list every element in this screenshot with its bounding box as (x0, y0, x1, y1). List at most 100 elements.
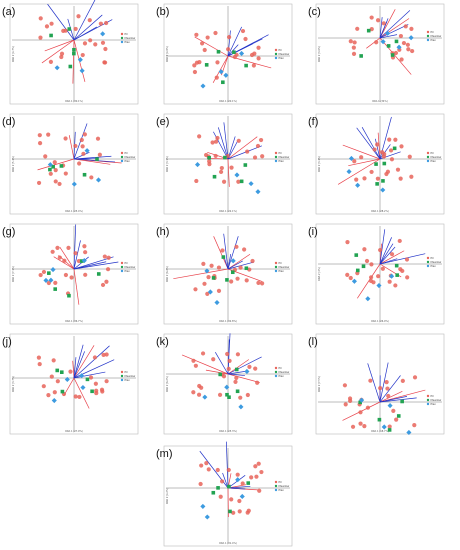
sample-point-group1 (387, 424, 392, 429)
sample-point-group1 (219, 165, 224, 171)
sample-point-group2 (227, 395, 231, 399)
legend-marker (426, 260, 430, 264)
taxa-loading-arrow (73, 357, 77, 379)
sample-point-group1 (226, 47, 231, 52)
legend-label: Meadow (279, 155, 291, 159)
sample-point-group1 (62, 258, 67, 263)
taxa-loading-arrow (227, 236, 239, 270)
env-loading-arrow (213, 236, 229, 270)
legend-marker (120, 378, 124, 382)
taxa-loading-arrow (73, 14, 103, 41)
sample-point-group3 (218, 69, 224, 75)
sample-point-group1 (216, 265, 222, 270)
sample-point-group2 (390, 53, 395, 57)
legend-label: Plan (279, 488, 285, 492)
sample-point-group1 (378, 247, 383, 253)
sample-point-group2 (227, 484, 231, 489)
sample-point-group1 (52, 160, 57, 165)
sample-point-group2 (207, 156, 211, 160)
taxa-loading-arrow (225, 441, 229, 489)
env-loading-arrow (379, 389, 426, 403)
x-axis-title: RDA 1 (31.4%) (219, 542, 237, 545)
x-axis-title: RDA 1 (25.3%) (219, 430, 237, 433)
sample-point-group1 (369, 169, 374, 175)
sample-point-group1 (48, 59, 54, 64)
env-loading-arrow (72, 360, 75, 379)
sample-point-group1 (201, 261, 206, 266)
sample-point-group1 (79, 137, 84, 143)
env-loading-arrow (181, 354, 229, 375)
sample-point-group1 (63, 171, 68, 176)
taxa-loading-arrow (227, 260, 243, 270)
sample-point-group2 (59, 370, 64, 374)
sample-point-group1 (348, 275, 353, 281)
sample-point-group1 (345, 272, 350, 277)
taxa-loading-arrow (227, 26, 242, 57)
panel-letter: (k) (156, 336, 169, 348)
taxa-loading-arrow (227, 356, 262, 375)
taxa-loading-arrow (73, 151, 90, 160)
sample-point-group2 (72, 51, 76, 56)
taxa-loading-arrow (73, 261, 107, 270)
sample-point-group2 (232, 50, 236, 55)
sample-point-group1 (372, 147, 377, 152)
sample-point-group1 (68, 369, 73, 374)
sample-point-group1 (191, 390, 196, 395)
sample-point-group1 (380, 150, 385, 155)
sample-point-group1 (102, 60, 107, 65)
env-loading-arrow (73, 345, 95, 379)
sample-point-group1 (215, 467, 220, 473)
sample-point-group1 (49, 374, 54, 379)
legend-marker (274, 370, 278, 374)
sample-point-group2 (361, 264, 366, 269)
sample-point-group1 (199, 463, 204, 468)
sample-point-group1 (80, 144, 85, 149)
sample-point-group2 (377, 417, 382, 422)
legend-marker (426, 394, 430, 398)
sample-point-group2 (82, 172, 87, 177)
sample-point-group1 (105, 267, 111, 272)
sample-point-group1 (412, 422, 417, 428)
sample-point-group1 (410, 48, 415, 54)
sample-point-group1 (351, 45, 356, 50)
panel-letter: (d) (2, 116, 15, 128)
sample-point-group1 (362, 176, 367, 181)
taxa-loading-arrow (379, 396, 408, 403)
sample-point-group1 (240, 481, 245, 486)
legend-marker (120, 370, 124, 374)
taxa-loading-arrow (379, 229, 386, 265)
sample-point-group1 (57, 255, 62, 260)
sample-point-group2 (355, 268, 360, 273)
y-axis-title: RDA 2 (4.8%) (166, 46, 169, 62)
sample-point-group3 (381, 424, 387, 430)
sample-point-group2 (228, 509, 232, 514)
sample-point-group1 (348, 39, 353, 44)
panel-letter: (e) (156, 116, 169, 128)
legend-marker (426, 151, 430, 155)
sample-point-group2 (394, 263, 399, 268)
legend-marker (426, 38, 430, 42)
sample-point-group1 (387, 279, 392, 284)
sample-point-group2 (358, 400, 363, 405)
sample-point-group1 (358, 421, 363, 426)
sample-point-group3 (224, 384, 230, 390)
sample-point-group1 (254, 474, 259, 479)
legend-label: PC (125, 151, 129, 155)
sample-point-group1 (213, 153, 218, 159)
env-loading-arrow (366, 37, 381, 49)
legend-marker (274, 52, 278, 56)
sample-point-group1 (242, 247, 247, 252)
sample-point-group1 (259, 469, 264, 475)
sample-point-group1 (53, 179, 58, 184)
legend-marker (274, 48, 278, 52)
sample-point-group1 (386, 393, 391, 399)
sample-point-group1 (409, 174, 414, 179)
sample-point-group1 (238, 395, 243, 400)
sample-point-group2 (382, 161, 387, 166)
sample-point-group1 (365, 405, 371, 410)
